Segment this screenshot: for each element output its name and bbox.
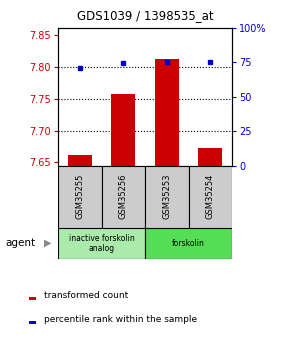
Text: percentile rank within the sample: percentile rank within the sample [44, 315, 197, 325]
Bar [155, 59, 179, 166]
Text: GSM35253: GSM35253 [162, 174, 171, 219]
Text: ▶: ▶ [44, 238, 52, 248]
Bar [58, 166, 102, 228]
Text: GSM35254: GSM35254 [206, 174, 215, 219]
Text: GSM35256: GSM35256 [119, 174, 128, 219]
Bar [145, 228, 232, 259]
Bar [102, 166, 145, 228]
Text: GDS1039 / 1398535_at: GDS1039 / 1398535_at [77, 9, 213, 22]
Text: inactive forskolin
analog: inactive forskolin analog [69, 234, 134, 253]
Bar [111, 94, 135, 166]
Bar [188, 166, 232, 228]
Bar [198, 148, 222, 166]
Text: agent: agent [6, 238, 36, 248]
Bar [145, 166, 188, 228]
Bar [58, 228, 145, 259]
Text: forskolin: forskolin [172, 239, 205, 248]
Text: transformed count: transformed count [44, 291, 128, 300]
Bar [68, 155, 92, 166]
Text: GSM35255: GSM35255 [75, 174, 84, 219]
